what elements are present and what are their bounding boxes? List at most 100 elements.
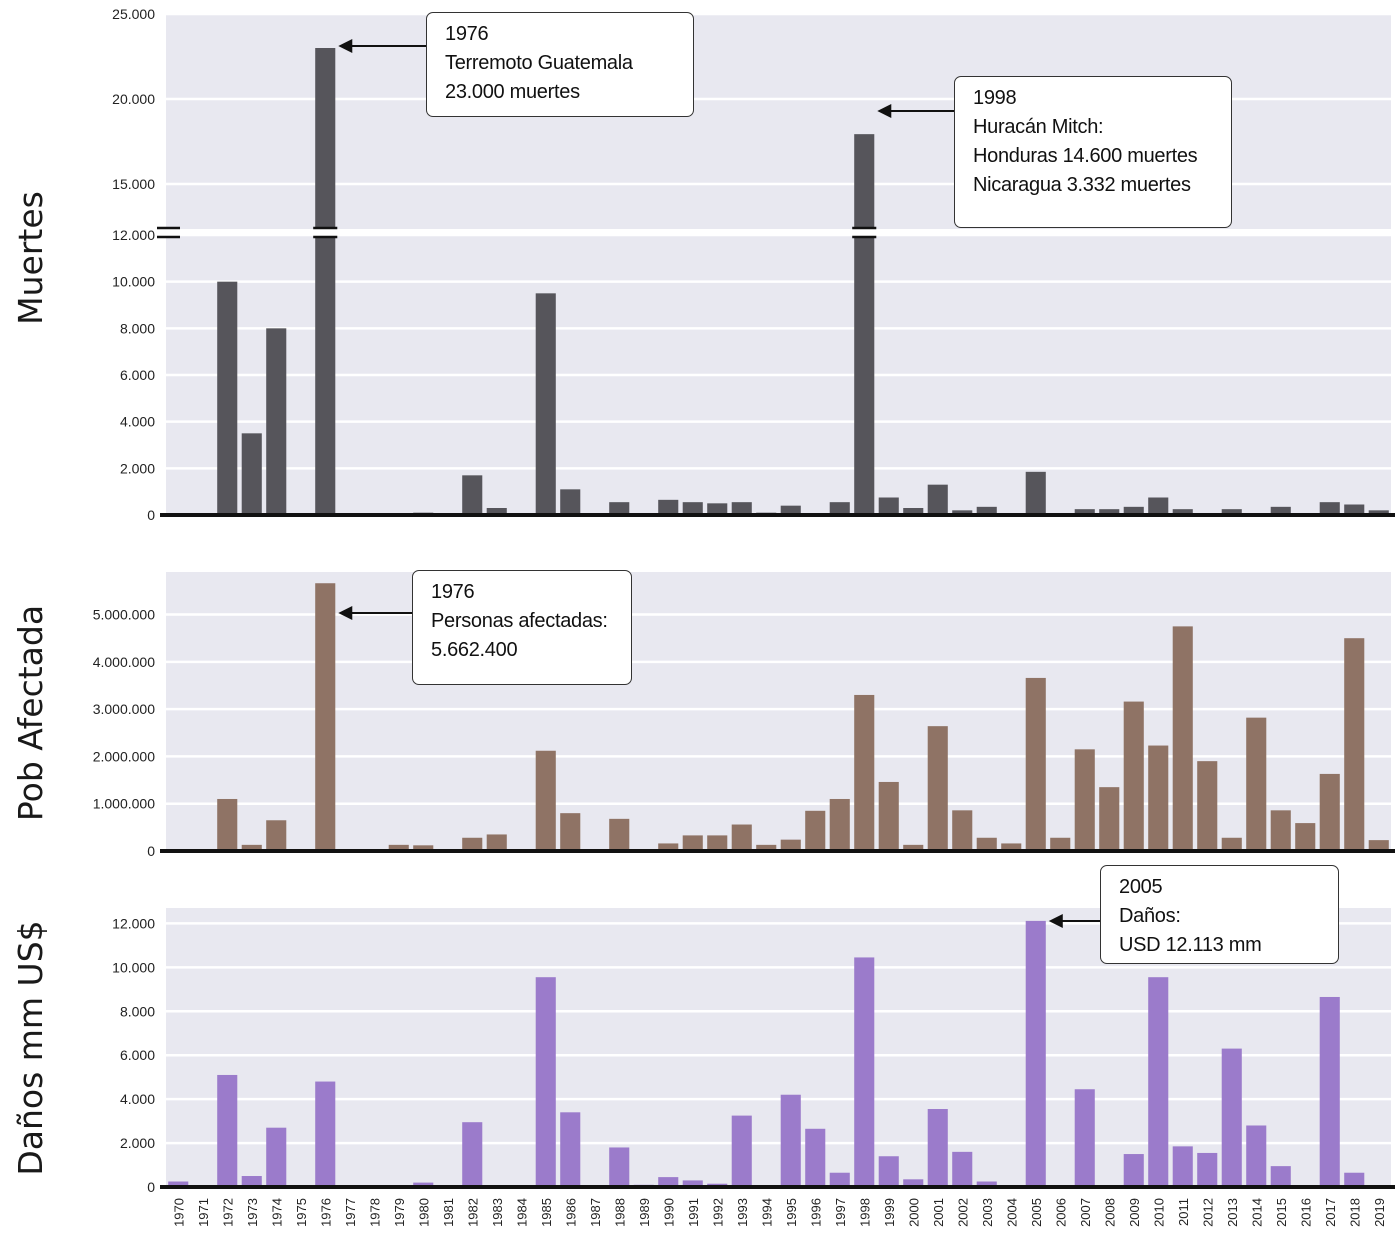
- bar: [609, 818, 630, 851]
- y-axis-label: Pob Afectada: [11, 605, 50, 821]
- bar: [1099, 509, 1120, 515]
- axis-break-band: [166, 229, 1391, 236]
- bar: [1148, 745, 1169, 851]
- bar: [927, 726, 948, 851]
- x-tick-label: 2013: [1225, 1198, 1240, 1227]
- x-tick-label: 2004: [1004, 1198, 1019, 1227]
- bar: [878, 1156, 899, 1187]
- x-tick-label: 1987: [588, 1198, 603, 1227]
- x-tick-label: 2000: [906, 1198, 921, 1227]
- bar: [682, 502, 703, 515]
- bar: [731, 502, 752, 515]
- bar: [535, 750, 556, 851]
- x-tick-label: 1971: [196, 1198, 211, 1227]
- x-tick-label: 1976: [318, 1198, 333, 1227]
- x-tick-label: 1975: [294, 1198, 309, 1227]
- x-tick-label: 1973: [245, 1198, 260, 1227]
- bar: [560, 1112, 581, 1187]
- bar: [1074, 1089, 1095, 1187]
- bar: [266, 820, 287, 851]
- bar: [976, 1181, 997, 1187]
- annotation-arrow: [1048, 914, 1100, 928]
- bar-break-gap: [314, 229, 337, 236]
- annotation-line: 23.000 muertes: [445, 81, 580, 103]
- bar: [1197, 1152, 1218, 1187]
- annotation-line: 1976: [445, 23, 489, 45]
- bar: [829, 798, 850, 851]
- x-tick-label: 1978: [367, 1198, 382, 1227]
- x-tick-label: 1985: [539, 1198, 554, 1227]
- bar: [1099, 787, 1120, 851]
- y-tick-label: 12.000: [112, 227, 155, 243]
- x-tick-label: 1991: [686, 1198, 701, 1227]
- y-tick-label: 6.000: [120, 1047, 155, 1063]
- annotation-line: 1976: [431, 581, 475, 603]
- y-tick-label: 0: [147, 1179, 155, 1195]
- bar: [168, 1181, 189, 1187]
- annotation-line: 5.662.400: [431, 639, 518, 661]
- bar: [609, 1147, 630, 1187]
- bar: [535, 293, 556, 515]
- y-tick-label: 4.000.000: [93, 654, 155, 670]
- x-tick-label: 2010: [1151, 1198, 1166, 1227]
- y-tick-label: 8.000: [120, 1003, 155, 1019]
- bar: [560, 489, 581, 515]
- x-tick-label: 2011: [1176, 1198, 1191, 1226]
- x-tick-label: 1994: [759, 1198, 774, 1227]
- x-tick-label: 1983: [490, 1198, 505, 1227]
- bar: [315, 48, 336, 515]
- bar: [1344, 638, 1365, 851]
- bar: [1344, 1172, 1365, 1187]
- bar: [462, 837, 483, 851]
- bar: [217, 1074, 238, 1187]
- bar: [1172, 626, 1193, 851]
- bar: [903, 508, 924, 515]
- bar: [1270, 810, 1291, 851]
- y-tick-label: 5.000.000: [93, 607, 155, 623]
- y-tick-label: 4.000: [120, 414, 155, 430]
- bar: [829, 502, 850, 515]
- y-tick-label: 10.000: [112, 959, 155, 975]
- y-tick-label: 3.000.000: [93, 701, 155, 717]
- bar: [609, 502, 630, 515]
- bar: [976, 506, 997, 515]
- x-tick-label: 1990: [661, 1198, 676, 1227]
- bar: [1123, 506, 1144, 515]
- bar: [1319, 996, 1340, 1187]
- y-tick-label: 0: [147, 843, 155, 859]
- bar: [1221, 509, 1242, 515]
- bar: [1001, 843, 1022, 851]
- annotation-box: 1976 Terremoto Guatemala 23.000 muertes: [426, 12, 694, 117]
- annotation-line: 2005: [1119, 876, 1163, 898]
- bar: [780, 839, 801, 851]
- bar: [1295, 823, 1316, 851]
- x-tick-label: 1995: [784, 1198, 799, 1227]
- x-tick-label: 1997: [833, 1198, 848, 1227]
- bar: [878, 497, 899, 515]
- x-tick-label: 1981: [441, 1198, 456, 1227]
- bar: [658, 499, 679, 515]
- bar: [462, 475, 483, 515]
- x-tick-label: 1982: [465, 1198, 480, 1227]
- x-tick-label: 2019: [1372, 1198, 1387, 1227]
- bar: [1123, 1154, 1144, 1187]
- x-tick-label: 1970: [171, 1198, 186, 1227]
- x-tick-label: 2018: [1347, 1198, 1362, 1227]
- bar: [1319, 502, 1340, 515]
- bar: [1074, 749, 1095, 851]
- bar: [682, 1180, 703, 1187]
- bar: [241, 433, 262, 515]
- bar: [1197, 761, 1218, 851]
- annotation-line: Honduras 14.600 muertes: [973, 145, 1198, 167]
- bar: [241, 844, 262, 851]
- bar: [756, 844, 777, 851]
- bar: [413, 845, 434, 851]
- bar: [731, 824, 752, 851]
- x-tick-label: 1979: [392, 1198, 407, 1227]
- x-tick-label: 2009: [1127, 1198, 1142, 1227]
- x-tick-label: 1993: [735, 1198, 750, 1227]
- bar: [854, 134, 875, 515]
- annotation-line: Terremoto Guatemala: [445, 52, 633, 74]
- x-tick-label: 1980: [416, 1198, 431, 1227]
- bar: [731, 1115, 752, 1187]
